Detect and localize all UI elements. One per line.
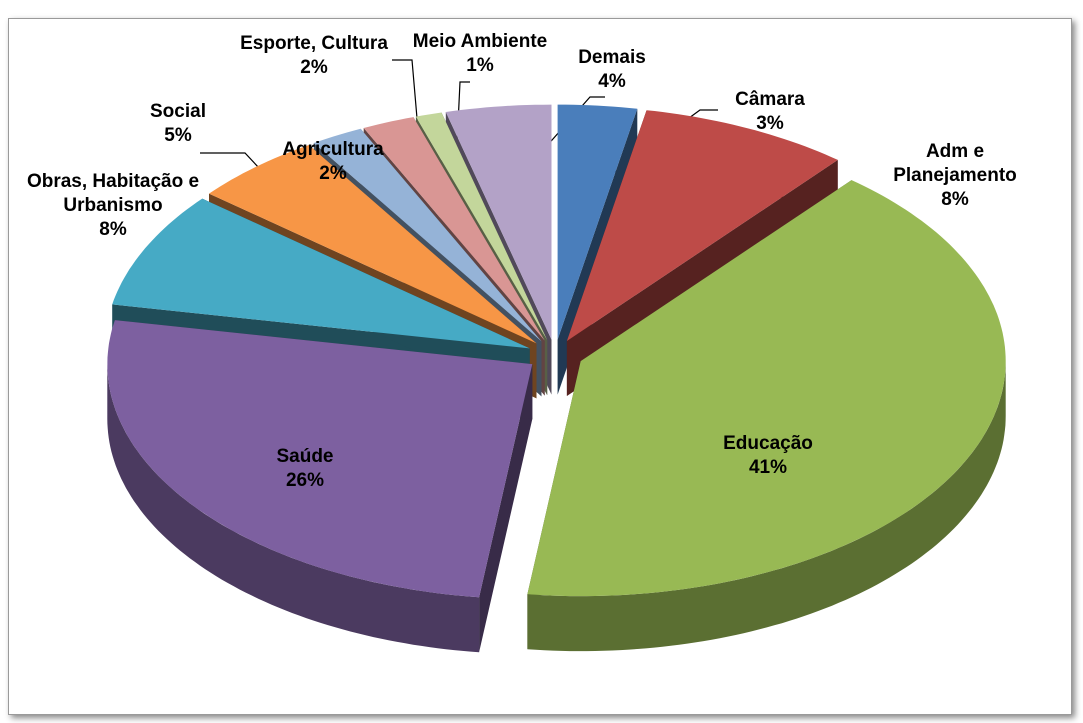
slice: [445, 104, 552, 340]
label-name: Social: [150, 101, 206, 122]
slice-label: Meio Ambiente 1%: [413, 30, 547, 78]
slice-label: Agricultura 2%: [282, 138, 383, 186]
slice-label: Câmara 3%: [735, 88, 805, 136]
slice-label: Esporte, Cultura 2%: [240, 32, 388, 80]
slice: [557, 104, 638, 340]
label-name: Saúde: [276, 446, 334, 467]
label-name: Esporte, Cultura: [240, 33, 388, 54]
label-percent: 26%: [285, 470, 325, 491]
slice-label: Educação 41%: [723, 432, 813, 480]
slice-label: Saúde 26%: [276, 445, 333, 493]
label-name: Agricultura: [282, 139, 384, 160]
label-percent: 5%: [164, 125, 192, 146]
label-name: Meio Ambiente: [412, 31, 548, 52]
label-name: Educação: [723, 433, 813, 454]
slice-label: Demais 4%: [578, 46, 646, 94]
slice: [566, 110, 838, 341]
label-name: Demais: [578, 47, 646, 68]
label-name: Adm e Planejamento: [893, 141, 1017, 186]
label-percent: 2%: [319, 163, 347, 184]
label-name: Câmara: [735, 89, 805, 110]
label-percent: 8%: [99, 219, 127, 240]
label-percent: 8%: [941, 189, 969, 210]
slice: [209, 145, 537, 344]
slice: [107, 320, 533, 598]
label-percent: 4%: [598, 71, 626, 92]
slice: [527, 180, 1006, 597]
slice-label: Obras, Habitação e Urbanismo 8%: [18, 170, 208, 242]
label-percent: 41%: [748, 457, 788, 478]
slice-side: [479, 364, 533, 653]
label-percent: 2%: [300, 57, 328, 78]
slice: [363, 117, 545, 341]
slice-label: Adm e Planejamento 8%: [880, 140, 1030, 212]
slice-wall: [107, 364, 480, 653]
label-percent: 3%: [756, 113, 784, 134]
slice: [415, 112, 548, 341]
slice: [112, 198, 530, 349]
label-percent: 1%: [466, 55, 494, 76]
label-name: Obras, Habitação e Urbanismo: [26, 171, 200, 216]
slice: [313, 128, 542, 342]
slice-label: Social 5%: [150, 100, 206, 148]
slice-wall: [527, 361, 1006, 652]
